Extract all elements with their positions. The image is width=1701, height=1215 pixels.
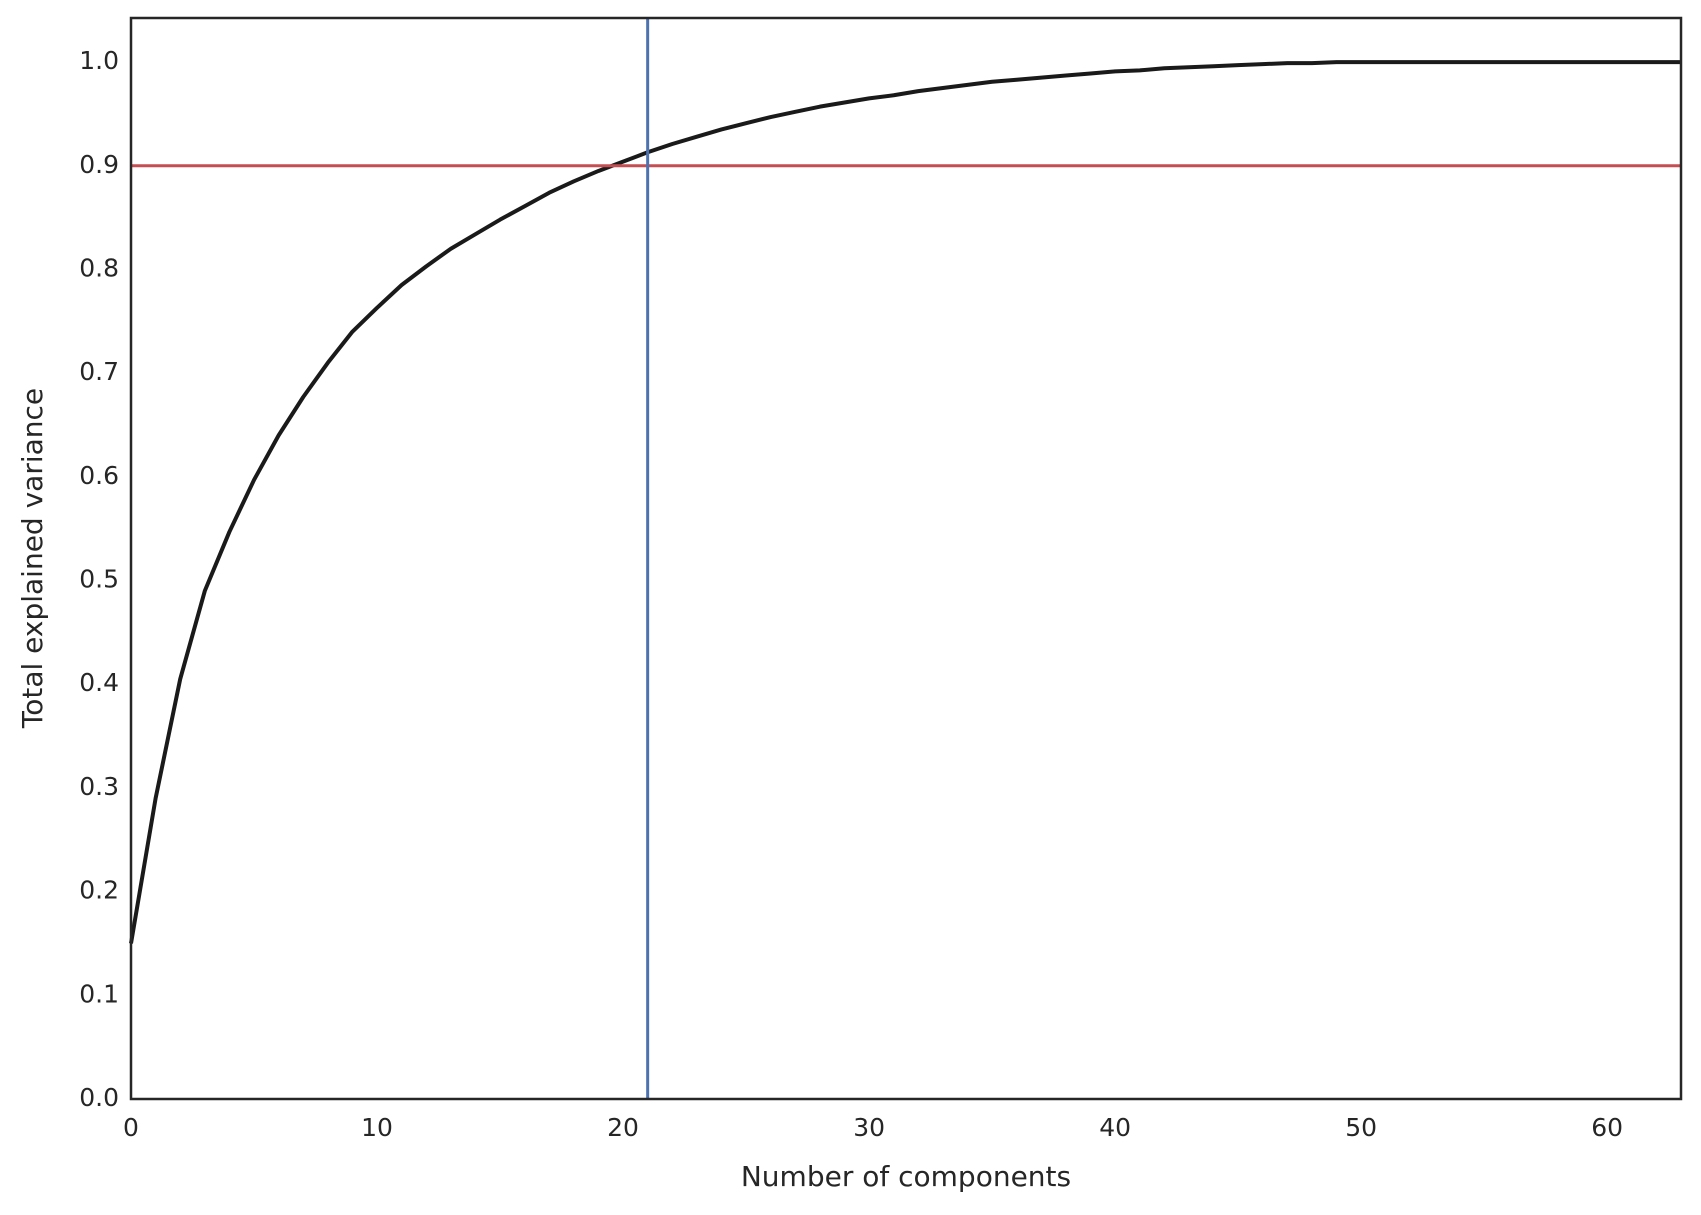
y-tick-label: 0.5 [79, 565, 119, 594]
x-tick-label: 30 [853, 1113, 885, 1142]
line [129, 60, 1681, 944]
x-tick-label: 10 [361, 1113, 393, 1142]
y-tick-label: 0.0 [79, 1083, 119, 1112]
y-tick-label: 0.8 [79, 253, 119, 282]
x-tick-label: 60 [1591, 1113, 1623, 1142]
y-tick-label: 0.6 [79, 461, 119, 490]
y-tick-label: 0.2 [79, 876, 119, 905]
plot-frame [129, 16, 1683, 1101]
y-tick-label: 1.0 [79, 46, 119, 75]
x-tick-label: 20 [607, 1113, 639, 1142]
y-axis-label: Total explained variance [16, 388, 49, 729]
x-tick-label: 0 [123, 1113, 139, 1142]
y-tick-label: 0.9 [79, 150, 119, 179]
y-tick-label: 0.3 [79, 772, 119, 801]
y-tick-label: 0.1 [79, 979, 119, 1008]
x-axis-label: Number of components [741, 1160, 1071, 1193]
y-tick-label: 0.4 [79, 668, 119, 697]
y-tick-label: 0.7 [79, 357, 119, 386]
x-tick-label: 40 [1099, 1113, 1131, 1142]
x-tick-label: 50 [1345, 1113, 1377, 1142]
